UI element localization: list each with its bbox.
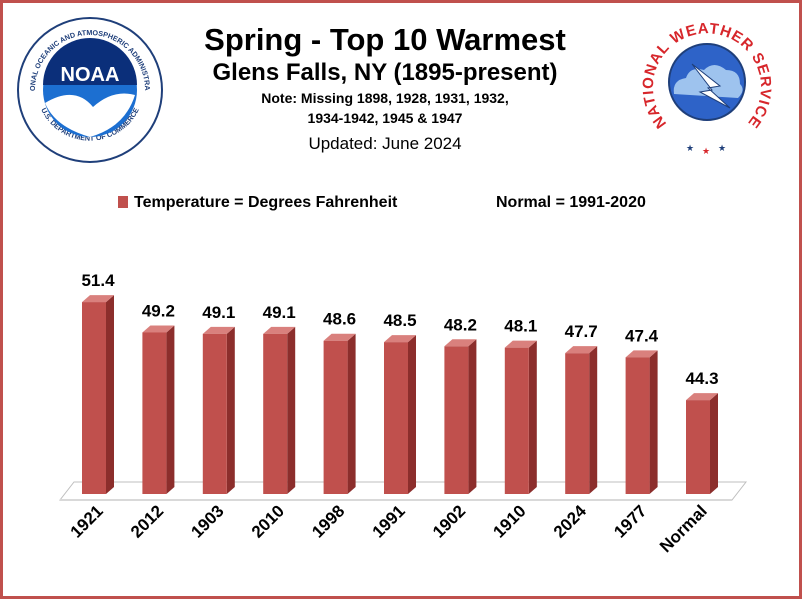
bar-side bbox=[710, 393, 718, 494]
x-tick-label: 1977 bbox=[610, 501, 650, 541]
legend-series-label: Temperature = Degrees Fahrenheit bbox=[134, 194, 398, 211]
updated-date: Updated: June 2024 bbox=[308, 134, 462, 153]
bar-top bbox=[323, 333, 356, 341]
data-label: 47.7 bbox=[565, 322, 598, 341]
x-tick-label: 1903 bbox=[187, 501, 227, 541]
chart-title: Spring - Top 10 Warmest bbox=[204, 22, 566, 57]
bar-top bbox=[504, 340, 537, 348]
bar bbox=[202, 333, 227, 494]
bar-top bbox=[686, 393, 718, 401]
x-tick-label: Normal bbox=[656, 501, 711, 556]
bar-top bbox=[625, 350, 658, 358]
bar-top bbox=[142, 325, 175, 333]
x-tick-label: 2012 bbox=[127, 501, 167, 541]
bar-side bbox=[347, 333, 356, 494]
bar bbox=[565, 353, 590, 494]
legend: Temperature = Degrees Fahrenheit Normal … bbox=[118, 194, 646, 212]
bar bbox=[82, 302, 106, 494]
x-tick-label: 1991 bbox=[369, 501, 409, 541]
data-label: 48.1 bbox=[504, 317, 537, 336]
data-label: 47.4 bbox=[625, 326, 659, 345]
x-tick-label: 2024 bbox=[550, 501, 591, 542]
bar-top bbox=[82, 295, 114, 303]
x-tick-label: 1998 bbox=[308, 501, 348, 541]
bar bbox=[625, 357, 650, 494]
bar-side bbox=[468, 339, 477, 494]
x-tick-label: 1902 bbox=[429, 501, 469, 541]
star-icon: ★ bbox=[686, 143, 694, 153]
data-label: 44.3 bbox=[685, 369, 718, 388]
x-tick-label: 1910 bbox=[489, 501, 529, 541]
data-label: 49.1 bbox=[263, 303, 296, 322]
bar-side bbox=[226, 326, 235, 494]
star-icon: ★ bbox=[702, 146, 710, 156]
bar-side bbox=[408, 335, 416, 494]
noaa-wordmark: NOAA bbox=[61, 64, 120, 86]
data-label: 48.6 bbox=[323, 310, 356, 329]
bar-side bbox=[287, 326, 296, 494]
bar-side bbox=[106, 295, 114, 494]
bar-side bbox=[589, 346, 598, 494]
missing-years-note-cont: 1934-1942, 1945 & 1947 bbox=[307, 110, 463, 126]
bar bbox=[504, 347, 529, 494]
bar bbox=[686, 400, 710, 494]
header: Spring - Top 10 Warmest Glens Falls, NY … bbox=[170, 22, 600, 156]
bar-top bbox=[444, 339, 477, 347]
bar bbox=[384, 342, 408, 494]
bar bbox=[323, 340, 348, 494]
star-icon: ★ bbox=[718, 143, 726, 153]
x-tick-label: 2010 bbox=[248, 501, 288, 541]
bar bbox=[263, 333, 288, 494]
noaa-logo: NATIONAL OCEANIC AND ATMOSPHERIC ADMINIS… bbox=[15, 15, 163, 163]
bar-side bbox=[528, 340, 537, 494]
data-label: 49.2 bbox=[142, 301, 175, 320]
legend-swatch bbox=[118, 196, 128, 208]
legend-normal-label: Normal = 1991-2020 bbox=[496, 194, 646, 211]
data-label: 49.1 bbox=[202, 303, 235, 322]
bar-side bbox=[649, 350, 658, 494]
missing-years-note: Note: Missing 1898, 1928, 1931, 1932, bbox=[261, 90, 509, 106]
bar-top bbox=[384, 335, 416, 343]
bar-top bbox=[263, 326, 296, 334]
data-label: 48.2 bbox=[444, 315, 477, 334]
nws-logo: NATIONAL WEATHER SERVICE ★ ★ ★ bbox=[637, 13, 777, 156]
x-tick-label: 1921 bbox=[67, 501, 107, 541]
chart-subtitle: Glens Falls, NY (1895-present) bbox=[212, 59, 558, 86]
bar bbox=[142, 332, 167, 494]
bar-top bbox=[202, 326, 235, 334]
bar bbox=[444, 346, 469, 494]
bar-side bbox=[166, 325, 175, 494]
data-label: 51.4 bbox=[81, 271, 115, 290]
bar-top bbox=[565, 346, 598, 354]
data-label: 48.5 bbox=[383, 311, 416, 330]
